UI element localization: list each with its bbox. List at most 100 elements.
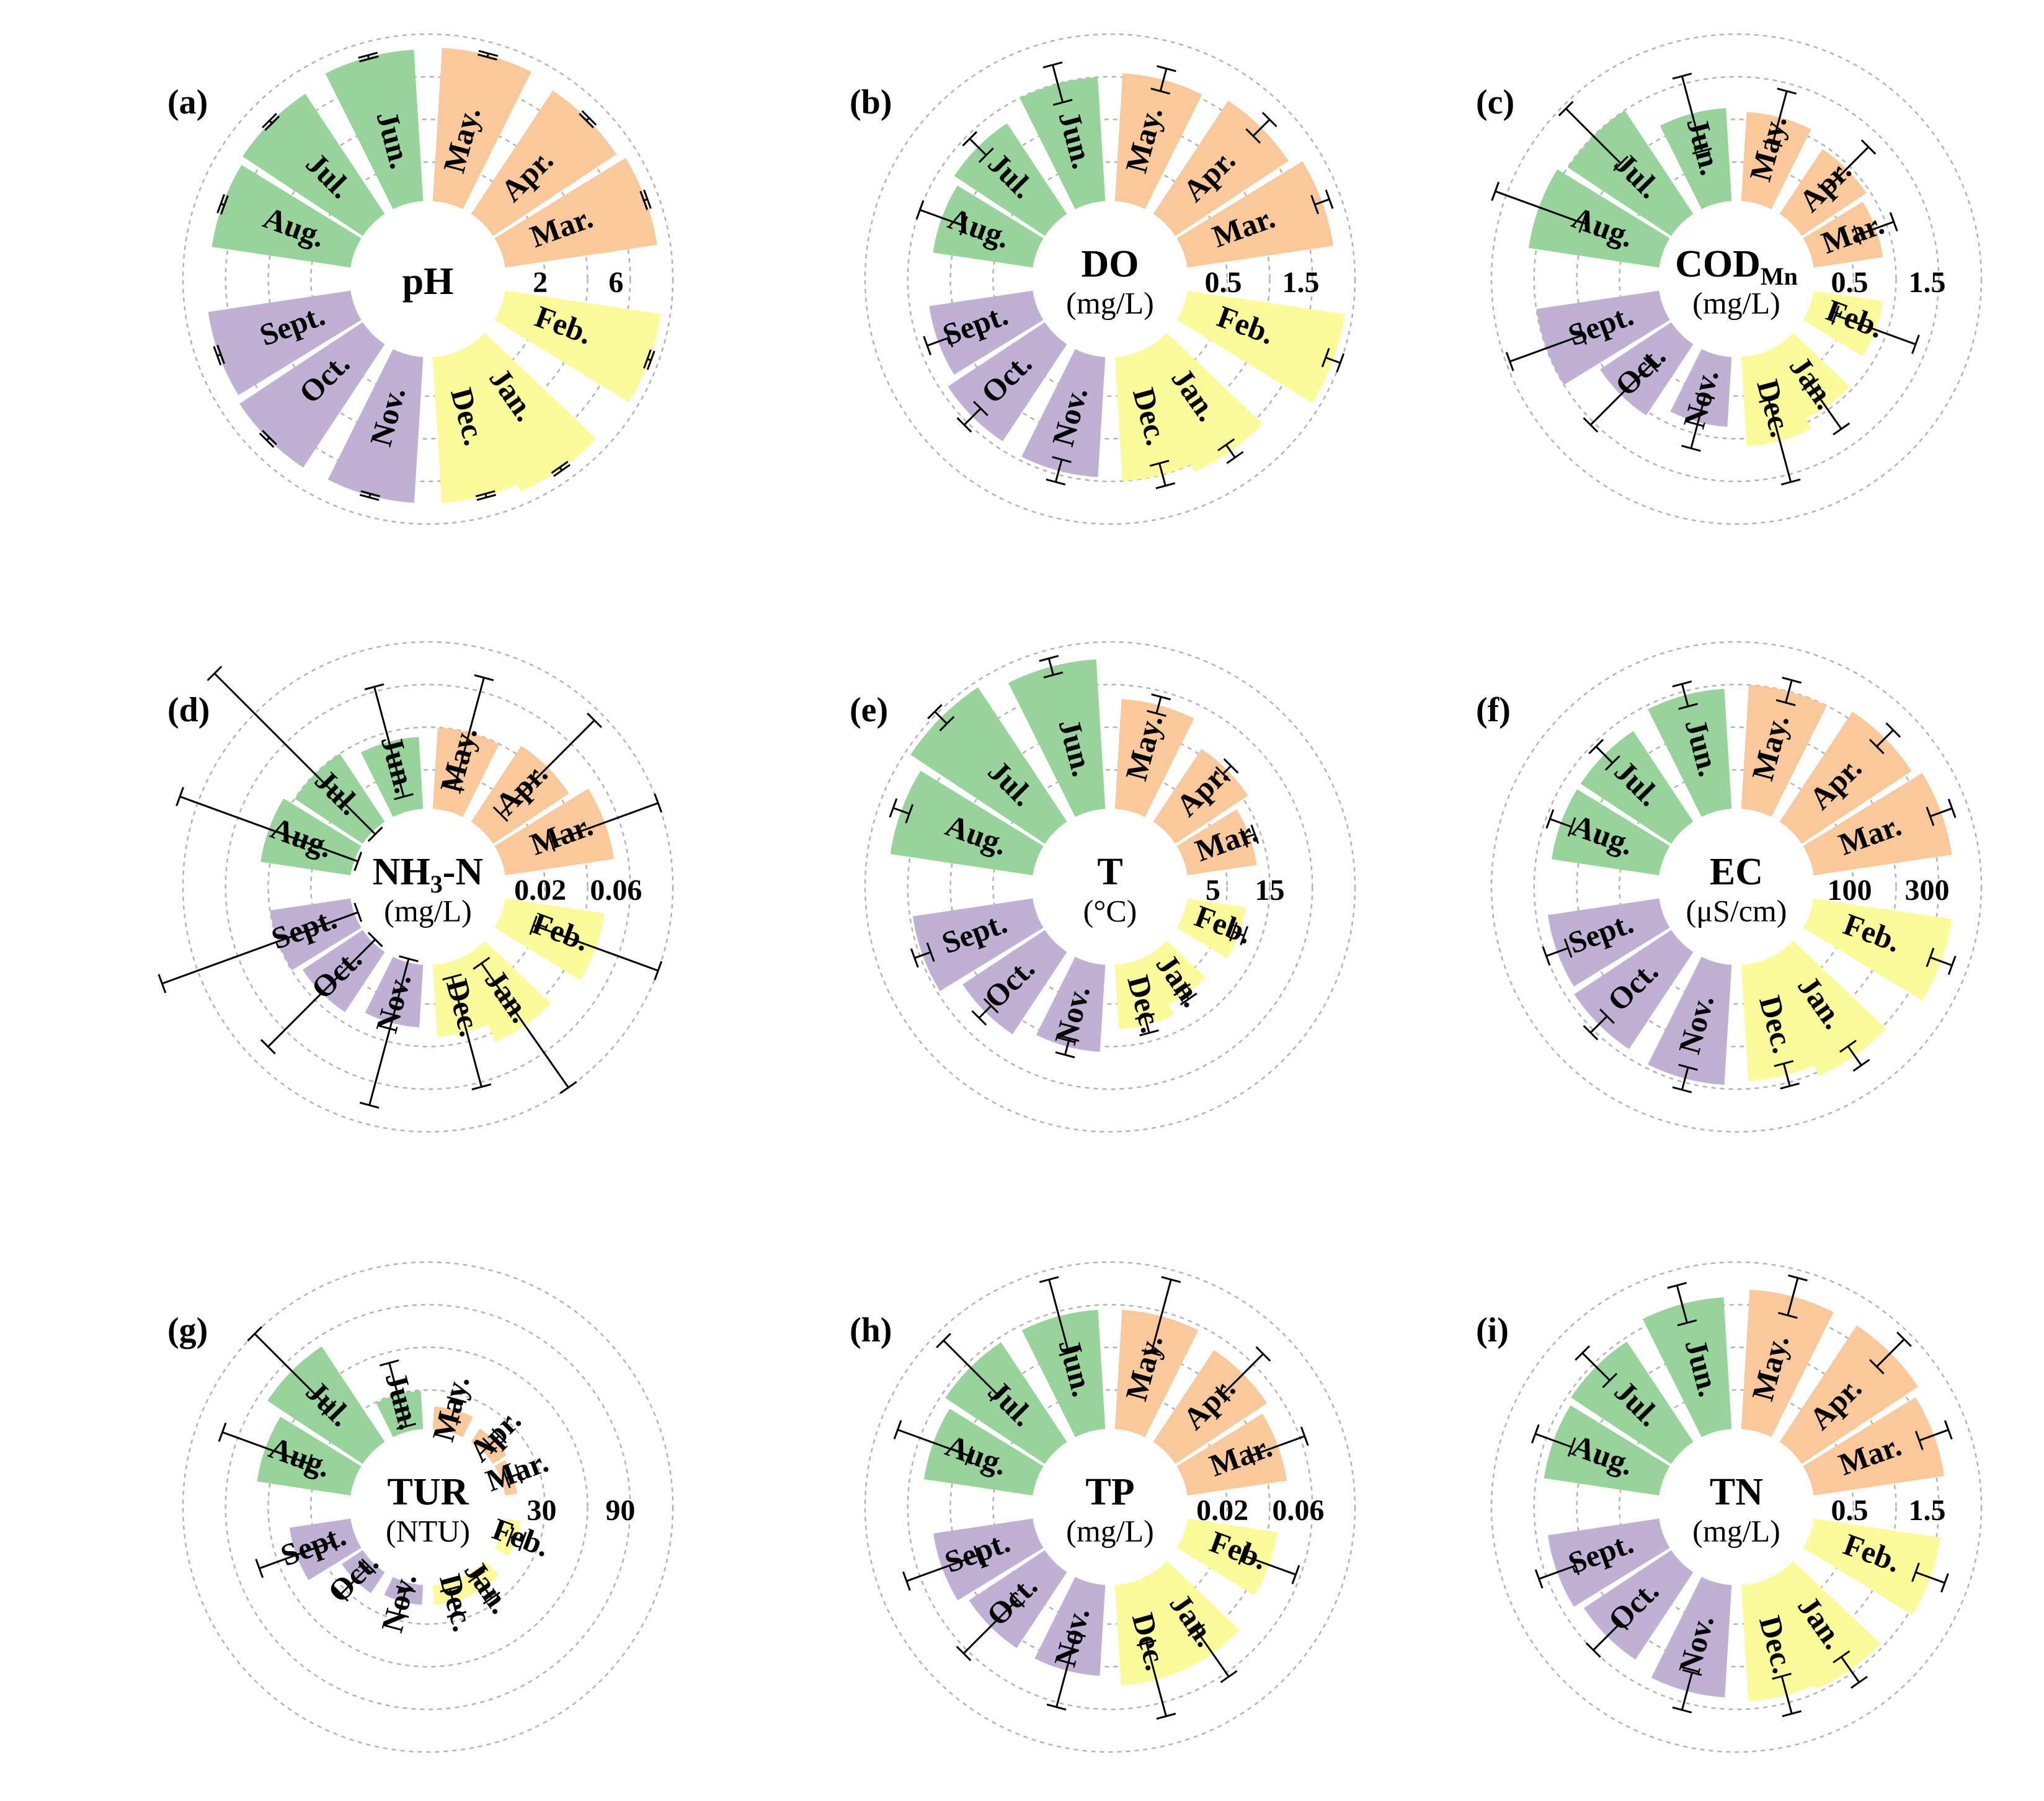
bar [1176,1518,1278,1596]
error-bar [368,958,410,1106]
grid-ring [1533,76,1940,482]
error-bar-cap [329,1531,338,1552]
error-bar-cap [973,1545,982,1565]
bar [325,50,424,210]
panel-title-suffix: -N [443,851,483,893]
error-bar [179,796,358,863]
error-bar-cap [1059,1349,1079,1356]
bar [1034,1576,1106,1676]
error-bar-cap [1039,1276,1059,1283]
error-bar-cap [441,1416,461,1424]
error-bar-cap [553,464,571,477]
error-bar-cap [1157,65,1176,73]
error-bar-cap [559,1081,577,1094]
error-bar-cap [956,417,972,433]
grid-ring [864,33,1356,525]
error-bar [259,1541,334,1570]
error-bar [1495,190,1583,225]
error-bar [963,407,982,426]
bar [494,898,605,981]
bar [432,956,495,1037]
error-bar [1565,108,1622,164]
bar [910,687,1067,844]
grid-ring [267,726,589,1047]
radial-tick-label: 0.02 [514,874,566,907]
error-bar-cap [1588,739,1604,755]
error-bar-cap [468,1570,486,1583]
bar [1803,202,1883,268]
error-bar-cap [1139,1029,1159,1037]
error-bar [1222,1353,1264,1395]
error-bar [1539,1565,1576,1580]
error-bar-cap [361,1558,377,1574]
error-bar [1509,334,1583,363]
error-bar [222,1431,309,1465]
error-bar-cap [1147,709,1166,717]
error-bar-cap [1151,693,1171,701]
error-bar-cap [905,804,914,824]
bar [459,940,551,1043]
error-bar [914,951,931,959]
bar [1176,809,1257,876]
error-bar-cap [1672,1706,1692,1714]
error-bar-cap [893,1420,902,1439]
error-bar-cap [1682,1669,1702,1676]
error-bar-cap [529,915,538,935]
bar [1114,73,1202,210]
polar-panel: Jan.Feb.Mar.Apr.May.Jun.Jul.Aug.Sept.Oct… [1476,33,1983,525]
error-bar-cap [971,1010,987,1026]
error-bar-cap [1141,1349,1162,1356]
error-bar-cap [654,961,663,981]
error-bar-cap [220,195,229,215]
grid-ring [310,769,546,1005]
error-bar-cap [1914,1431,1924,1451]
error-bar [510,1536,523,1542]
error-bar-cap [1831,305,1840,325]
error-bar [1857,221,1895,236]
bar [459,332,597,492]
bar [432,1406,473,1438]
error-bar-cap [218,1422,227,1442]
error-bar-cap [379,1359,399,1367]
error-bar [934,711,948,724]
error-bar [373,687,405,797]
error-bar-cap [1321,347,1330,368]
error-bar-cap [359,494,380,501]
error-bar [1915,1571,1945,1584]
error-bar-cap [1860,139,1877,155]
error-bar-cap [1046,478,1066,486]
error-bar-cap [1692,147,1712,155]
bar [1176,898,1246,959]
error-bar [1919,1429,1949,1442]
error-bar [906,1554,979,1582]
error-bar-cap [1542,946,1551,966]
bar [257,1416,362,1496]
grid-ring [1490,33,1983,525]
error-bar-cap [399,955,419,963]
error-bar-cap [304,1454,313,1474]
error-bar [919,209,964,227]
error-bar-cap [1009,1592,1025,1608]
error-bar-cap [1187,1624,1205,1637]
error-bar-cap [978,147,994,163]
error-bar [500,719,595,815]
grid-ring [1533,1304,1940,1710]
error-bar [1581,1352,1611,1381]
panel-title-main: COD [1675,243,1761,285]
error-bar-cap [1505,352,1514,371]
grid-ring [182,641,674,1133]
radial-tick-label: 15 [1255,874,1285,907]
error-bar-cap [259,432,275,448]
error-bar-cap [473,956,491,970]
panel-label: (h) [850,1311,892,1350]
error-bar [1181,989,1189,1000]
polar-panel: Jan.Feb.Mar.Apr.May.Jun.Jul.Aug.Sept.Oct… [1476,641,1983,1133]
error-bar [1595,745,1614,764]
error-bar-cap [1852,1059,1870,1072]
bar [208,290,362,396]
radial-tick-label: 1.5 [1909,1494,1946,1527]
error-bar-cap [1677,1319,1697,1327]
error-bar-cap [1613,156,1629,171]
error-bar-cap [1583,417,1599,433]
